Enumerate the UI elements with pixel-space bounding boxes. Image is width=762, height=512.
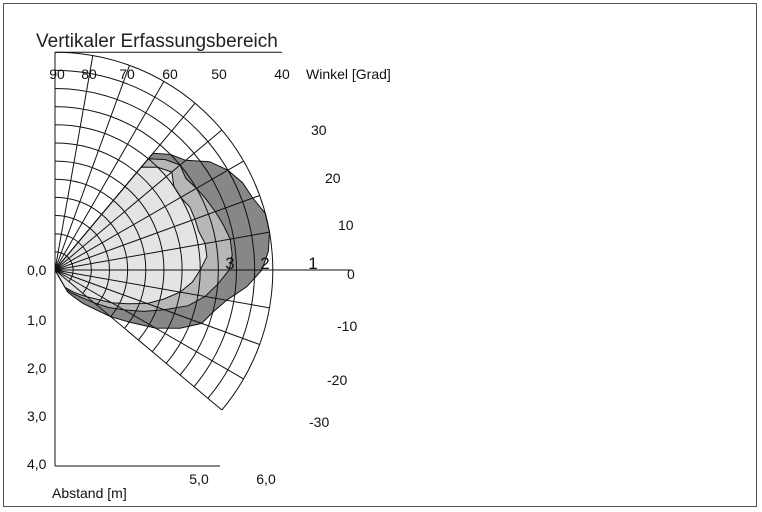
angle-line: [54, 81, 165, 271]
series-label: 1: [308, 254, 317, 273]
distance-tick-label: 2,0: [27, 360, 47, 376]
angle-tick-label: -20: [327, 372, 347, 388]
angle-line: [54, 65, 130, 271]
angle-tick-label: 0: [347, 266, 355, 282]
angle-line: [54, 269, 244, 380]
distance-arc: [54, 178, 147, 329]
angle-tick-label: 40: [274, 66, 290, 82]
distance-tick-label: 4,0: [27, 456, 47, 472]
angle-line: [54, 129, 223, 271]
angle-tick-label: 20: [325, 170, 341, 186]
distance-arc: [54, 88, 237, 387]
distance-tick-label: 1,0: [27, 312, 47, 328]
distance-arc: [54, 51, 274, 411]
angle-line: [54, 231, 270, 271]
distance-tick-label: 6,0: [256, 471, 276, 487]
distance-tick-label: 0,0: [27, 262, 47, 278]
distance-arc: [54, 215, 110, 306]
angle-tick-label: 10: [338, 217, 354, 233]
angle-tick-label: 70: [119, 66, 135, 82]
distance-tick-label: 3,0: [27, 408, 47, 424]
distance-arc: [54, 106, 219, 376]
angle-line: [54, 160, 244, 271]
angle-tick-label: 50: [211, 66, 227, 82]
angle-tick-label: 90: [49, 66, 65, 82]
angle-line: [54, 269, 223, 411]
distance-arc: [54, 124, 201, 364]
angle-line: [54, 269, 260, 345]
angle-line: [54, 102, 196, 271]
distance-arc: [54, 233, 92, 294]
distance-arc: [54, 142, 183, 352]
distance-arc: [54, 251, 74, 282]
angle-line: [54, 195, 260, 271]
angle-tick-label: -30: [309, 414, 329, 430]
angle-tick-label: -10: [337, 318, 357, 334]
angle-tick-label: 30: [311, 122, 327, 138]
angle-axis-label: Winkel [Grad]: [306, 66, 391, 82]
chart-title: Vertikaler Erfassungsbereich: [36, 31, 278, 52]
distance-tick-label: 5,0: [189, 471, 209, 487]
distance-arc: [54, 196, 129, 317]
series-label: 3: [225, 254, 234, 273]
angle-line: [54, 55, 94, 271]
angle-tick-label: 60: [162, 66, 178, 82]
distance-arc: [54, 160, 165, 341]
series-label: 2: [260, 254, 269, 273]
angle-tick-label: 80: [81, 66, 97, 82]
angle-line: [54, 269, 270, 309]
distance-axis-label: Abstand [m]: [52, 485, 127, 501]
distance-arc: [54, 69, 256, 399]
